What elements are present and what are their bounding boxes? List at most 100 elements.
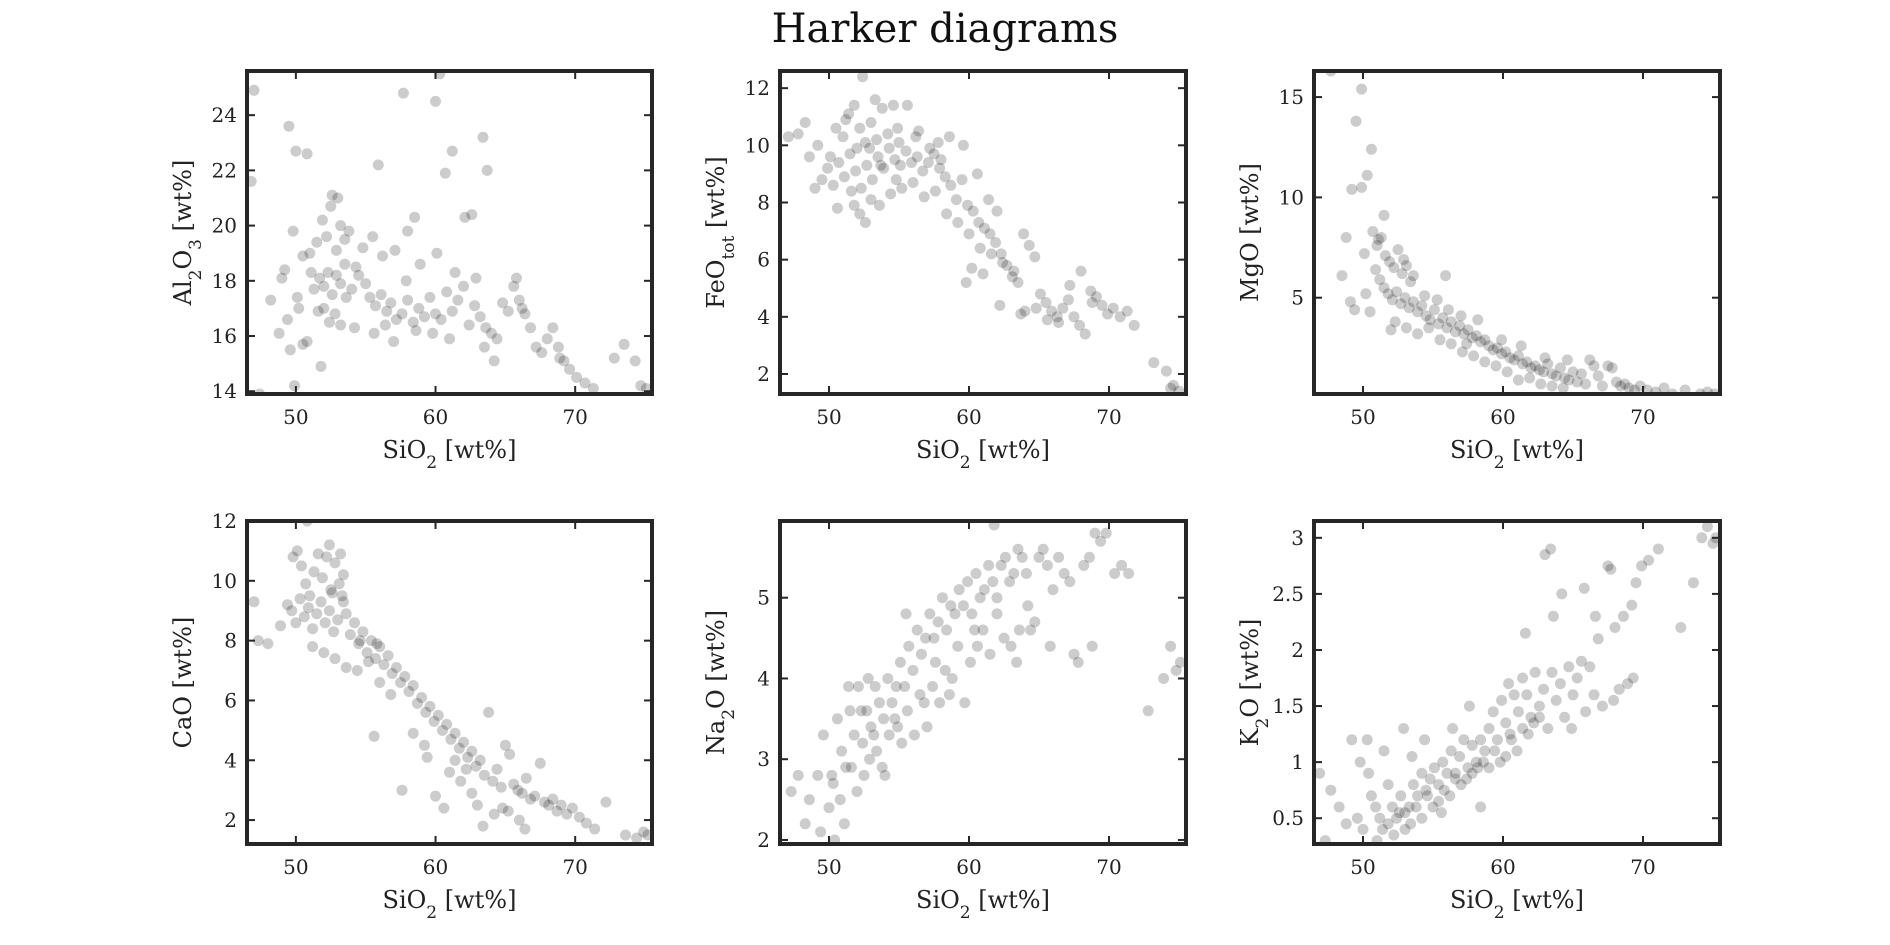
data-point [1522,728,1534,740]
data-point [1399,292,1411,304]
data-point [1517,672,1529,684]
data-point [829,834,841,844]
data-point [1596,380,1608,392]
data-point [375,289,387,301]
data-point [857,71,869,83]
data-point [843,108,855,120]
data-point [876,761,888,773]
data-point [1472,762,1484,774]
data-point [491,763,503,775]
data-point [935,154,947,166]
data-point [1428,762,1440,774]
data-point [1370,264,1382,276]
data-point [1455,310,1467,322]
data-point [1613,683,1625,695]
data-point [1340,818,1352,830]
data-point [865,721,877,733]
x-tick-label: 60 [423,855,448,879]
subplot-al2o3: 50 60 70 14 16 18 20 22 24 SiO2 [wt%] Al2O3 [wt%] [169,69,654,473]
data-point [927,681,939,692]
data-point [381,305,393,317]
data-point [934,697,946,709]
data-point [328,626,340,638]
data-point [890,174,902,186]
data-point [516,302,528,314]
data-point [1053,551,1065,563]
data-point [964,656,976,668]
data-point [1463,700,1475,712]
data-point [1356,181,1368,193]
data-point [896,737,908,749]
data-point [953,584,965,596]
data-point [831,713,843,725]
data-point [1148,357,1160,369]
data-point [1636,560,1648,572]
data-point [469,300,481,312]
data-point [1515,340,1527,352]
data-point [1364,306,1376,318]
data-point [1382,779,1394,791]
data-point [428,715,440,727]
data-point [792,128,804,140]
data-point [502,805,514,817]
data-point [1107,302,1119,314]
data-point [1370,801,1382,813]
data-point [1109,568,1121,579]
data-point [1165,382,1177,394]
data-point [513,814,525,826]
data-point [1022,600,1034,612]
data-point [899,681,911,692]
data-point [1012,543,1024,555]
data-point [480,322,492,334]
data-point [1496,694,1508,706]
y-tick-label: 6 [757,248,770,272]
data-point [966,608,978,620]
data-point [1388,262,1400,274]
data-point [354,635,366,647]
data-point [529,790,541,802]
data-point [453,742,465,754]
data-point [1546,380,1558,392]
data-point [857,737,869,749]
data-point [413,302,425,314]
data-point [1361,734,1373,746]
data-point [962,199,974,211]
data-point [1539,549,1551,561]
data-point [1580,706,1592,718]
data-point [407,680,419,691]
data-point [1400,322,1412,334]
data-point [635,380,647,392]
data-point [920,632,932,644]
x-axis-label: SiO2 [wt%] [1450,436,1584,473]
data-point [823,802,835,814]
y-tick-label: 5 [757,586,770,610]
data-point [298,611,310,623]
data-point [900,608,912,620]
data-point [449,727,461,739]
data-point [1041,314,1053,326]
data-point [1086,297,1098,308]
data-point [1346,183,1358,195]
data-point [539,796,550,808]
data-point [875,159,887,171]
data-point [991,592,1003,604]
data-point [1627,672,1639,684]
data-point [1623,382,1635,394]
data-point [1575,655,1587,667]
data-point [1466,332,1478,344]
data-point [554,352,566,364]
data-point [420,706,432,718]
data-point [335,319,347,331]
data-point [1037,543,1049,555]
data-point [922,157,934,168]
data-point [478,341,490,353]
data-point [519,308,531,320]
data-point [1416,767,1428,779]
data-point [882,673,894,684]
data-point [1325,784,1337,796]
data-point [483,706,495,718]
data-point [1687,577,1699,589]
data-point [1072,656,1084,668]
data-point [852,681,864,692]
data-point [836,745,848,757]
